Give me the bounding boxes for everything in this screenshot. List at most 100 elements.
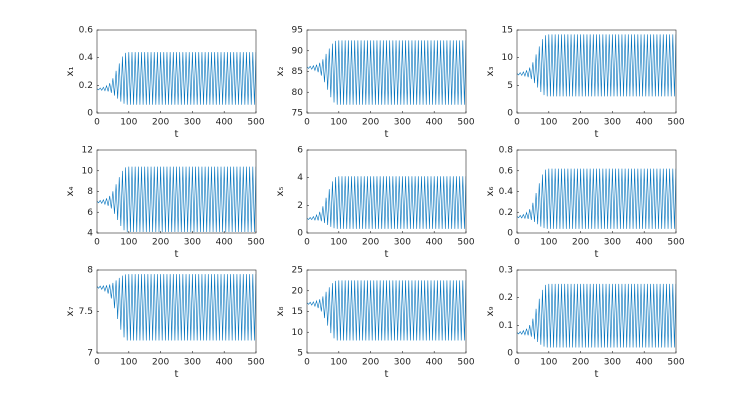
subplot: 0 100 200 300 400 500 0 5 10 15 t x₃ (485, 26, 685, 141)
x-axis-label: t (175, 369, 179, 380)
x-tick-label: 100 (330, 358, 347, 368)
x-tick-label: 300 (184, 358, 201, 368)
y-axis-label: x₃ (485, 67, 496, 77)
data-line (517, 34, 676, 97)
x-tick-label: 200 (152, 238, 169, 248)
y-tick-label: 10 (292, 328, 304, 338)
x-tick-label: 400 (636, 238, 653, 248)
data-line (97, 166, 256, 232)
y-tick-label: 0 (507, 229, 513, 239)
x-tick-label: 400 (216, 118, 233, 128)
subplot: 0 100 200 300 400 500 0 2 4 6 t x₅ (275, 146, 475, 261)
data-line (97, 52, 256, 105)
y-tick-label: 0.4 (79, 53, 94, 63)
x-tick-label: 500 (457, 358, 474, 368)
x-tick-label: 300 (394, 358, 411, 368)
y-tick-label: 6 (297, 146, 303, 156)
x-tick-label: 300 (604, 358, 621, 368)
axes-box (516, 269, 677, 354)
x-tick-label: 300 (184, 118, 201, 128)
x-tick-label: 500 (247, 358, 264, 368)
x-tick-label: 500 (457, 238, 474, 248)
x-tick-label: 0 (94, 238, 100, 248)
y-tick-label: 0 (297, 229, 303, 239)
x-axis-label: t (385, 369, 389, 380)
y-axis-label: x₁ (65, 67, 76, 77)
x-axis-label: t (595, 369, 599, 380)
y-tick-label: 10 (502, 53, 514, 63)
x-tick-label: 500 (247, 118, 264, 128)
data-line (307, 176, 466, 229)
x-axis-label: t (175, 129, 179, 140)
subplot: 0 100 200 300 400 500 7 7.5 8 t x₇ (65, 266, 265, 381)
x-tick-label: 500 (247, 238, 264, 248)
y-axis-label: x₇ (65, 307, 76, 317)
y-tick-label: 6 (87, 208, 93, 218)
x-tick-label: 100 (540, 238, 557, 248)
x-tick-label: 400 (636, 118, 653, 128)
y-axis-label: x₈ (275, 307, 286, 317)
y-tick-label: 95 (292, 26, 303, 36)
y-tick-label: 4 (297, 173, 303, 183)
x-tick-label: 200 (572, 118, 589, 128)
x-tick-label: 500 (667, 358, 684, 368)
x-tick-label: 200 (362, 358, 379, 368)
y-tick-label: 0.4 (499, 187, 514, 197)
x-tick-label: 100 (120, 118, 137, 128)
x-tick-label: 400 (426, 118, 443, 128)
x-tick-label: 400 (426, 358, 443, 368)
x-tick-label: 0 (514, 238, 520, 248)
x-tick-label: 100 (330, 118, 347, 128)
x-tick-label: 200 (572, 358, 589, 368)
subplot: 0 100 200 300 400 500 4 6 8 10 12 t x₄ (65, 146, 265, 261)
x-tick-label: 0 (514, 118, 520, 128)
x-tick-label: 0 (94, 118, 100, 128)
x-tick-label: 100 (330, 238, 347, 248)
axes-box (306, 149, 467, 234)
y-tick-label: 0.3 (499, 266, 513, 276)
x-tick-label: 400 (636, 358, 653, 368)
y-tick-label: 25 (292, 266, 303, 276)
x-tick-label: 200 (362, 118, 379, 128)
x-tick-label: 400 (216, 238, 233, 248)
axes-box (516, 29, 677, 114)
y-tick-label: 0.2 (499, 208, 513, 218)
y-axis-label: x₆ (485, 187, 496, 197)
y-tick-label: 7 (87, 349, 93, 359)
y-tick-label: 12 (82, 146, 93, 156)
x-tick-label: 100 (540, 358, 557, 368)
y-tick-label: 0.6 (499, 166, 514, 176)
data-line (517, 283, 676, 348)
x-axis-label: t (385, 249, 389, 260)
y-tick-label: 20 (292, 286, 304, 296)
data-line (307, 280, 466, 341)
x-tick-label: 200 (152, 118, 169, 128)
data-line (517, 168, 676, 229)
x-tick-label: 500 (457, 118, 474, 128)
subplot: 0 100 200 300 400 500 0 0.2 0.4 0.6 t x₁ (65, 26, 265, 141)
x-tick-label: 0 (514, 358, 520, 368)
y-tick-label: 85 (292, 67, 303, 77)
subplot: 0 100 200 300 400 500 5 10 15 20 25 t x₈ (275, 266, 475, 381)
x-tick-label: 500 (667, 118, 684, 128)
x-tick-label: 300 (394, 238, 411, 248)
x-axis-label: t (595, 129, 599, 140)
x-tick-label: 400 (216, 358, 233, 368)
x-axis-label: t (595, 249, 599, 260)
y-tick-label: 0.2 (499, 293, 513, 303)
subplot: 0 100 200 300 400 500 0 0.1 0.2 0.3 t x₉ (485, 266, 685, 381)
data-line (97, 274, 256, 341)
y-tick-label: 0.2 (79, 81, 93, 91)
y-tick-label: 15 (502, 26, 513, 36)
x-tick-label: 200 (362, 238, 379, 248)
y-tick-label: 2 (297, 201, 303, 211)
y-tick-label: 0 (507, 349, 513, 359)
y-tick-label: 10 (82, 166, 94, 176)
y-tick-label: 15 (292, 307, 303, 317)
y-axis-label: x₄ (65, 187, 76, 197)
x-axis-label: t (175, 249, 179, 260)
x-tick-label: 500 (667, 238, 684, 248)
x-tick-label: 300 (184, 238, 201, 248)
subplot: 0 100 200 300 400 500 75 80 85 90 95 t x₂ (275, 26, 475, 141)
